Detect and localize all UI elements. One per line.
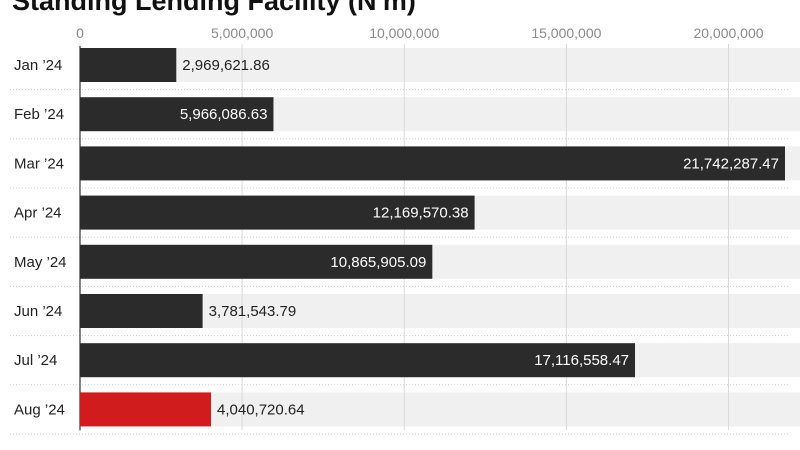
bar bbox=[80, 48, 177, 82]
category-label: May ’24 bbox=[14, 254, 67, 271]
category-label: Jun ’24 bbox=[14, 303, 62, 320]
data-label: 17,116,558.47 bbox=[534, 352, 629, 369]
bar bbox=[80, 244, 433, 279]
data-label: 21,742,287.47 bbox=[683, 155, 779, 172]
chart-title: Standing Lending Facility (N'm) bbox=[12, 0, 416, 16]
x-tick-label: 0 bbox=[76, 25, 84, 41]
category-label: Aug ’24 bbox=[14, 401, 65, 418]
category-label: Jan ’24 bbox=[14, 57, 62, 74]
data-label: 3,781,543.79 bbox=[209, 303, 297, 320]
x-tick-label: 20,000,000 bbox=[693, 25, 763, 41]
bar bbox=[80, 392, 212, 427]
data-label: 5,966,086.63 bbox=[180, 106, 268, 123]
bar-track bbox=[80, 48, 800, 82]
category-label: Feb ’24 bbox=[14, 106, 64, 123]
x-tick-label: 5,000,000 bbox=[211, 25, 273, 41]
data-label: 2,969,621.86 bbox=[182, 57, 270, 74]
data-label: 4,040,720.64 bbox=[217, 401, 305, 418]
category-label: Mar ’24 bbox=[14, 155, 64, 172]
category-label: Apr ’24 bbox=[14, 205, 62, 222]
category-label: Jul ’24 bbox=[14, 352, 57, 369]
bar bbox=[80, 146, 785, 181]
bar bbox=[80, 294, 203, 328]
data-label: 10,865,905.09 bbox=[330, 254, 426, 271]
bar bbox=[80, 343, 636, 378]
x-tick-label: 15,000,000 bbox=[531, 25, 601, 41]
data-label: 12,169,570.38 bbox=[373, 205, 469, 222]
x-tick-label: 10,000,000 bbox=[369, 25, 439, 41]
bar bbox=[80, 97, 274, 132]
bar bbox=[80, 195, 475, 230]
